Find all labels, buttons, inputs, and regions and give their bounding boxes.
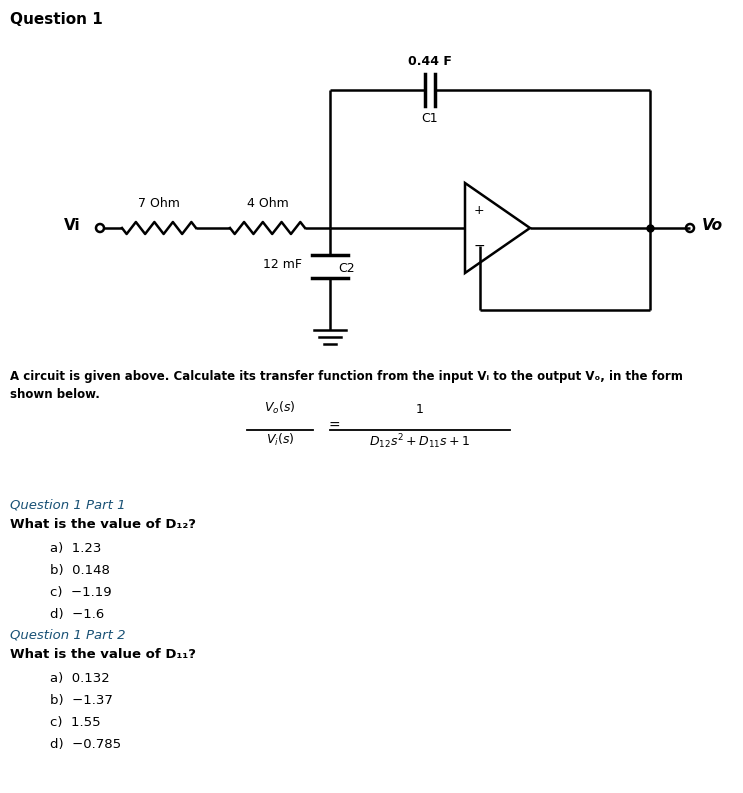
Text: a)  0.132: a) 0.132 bbox=[50, 672, 110, 685]
Text: 7 Ohm: 7 Ohm bbox=[138, 197, 180, 210]
Text: C1: C1 bbox=[422, 112, 438, 125]
Text: −: − bbox=[473, 239, 485, 253]
Text: b)  0.148: b) 0.148 bbox=[50, 564, 110, 577]
Text: Question 1: Question 1 bbox=[10, 12, 103, 27]
Text: c)  1.55: c) 1.55 bbox=[50, 716, 100, 729]
Text: What is the value of D₁₂?: What is the value of D₁₂? bbox=[10, 518, 196, 531]
Text: $D_{12}s^2 + D_{11}s + 1$: $D_{12}s^2 + D_{11}s + 1$ bbox=[369, 432, 470, 450]
Text: $V_o(s)$: $V_o(s)$ bbox=[265, 400, 296, 416]
Text: +: + bbox=[474, 204, 484, 216]
Text: 4 Ohm: 4 Ohm bbox=[247, 197, 288, 210]
Text: A circuit is given above. Calculate its transfer function from the input Vᵢ to t: A circuit is given above. Calculate its … bbox=[10, 370, 683, 383]
Text: $V_i(s)$: $V_i(s)$ bbox=[266, 432, 294, 448]
Text: Question 1 Part 1: Question 1 Part 1 bbox=[10, 498, 126, 511]
Text: Vo: Vo bbox=[701, 219, 722, 233]
Text: c)  −1.19: c) −1.19 bbox=[50, 586, 111, 599]
Text: What is the value of D₁₁?: What is the value of D₁₁? bbox=[10, 648, 196, 661]
Text: 1: 1 bbox=[416, 403, 424, 416]
Text: b)  −1.37: b) −1.37 bbox=[50, 694, 113, 707]
Text: Question 1 Part 2: Question 1 Part 2 bbox=[10, 628, 126, 641]
Text: Vi: Vi bbox=[64, 219, 80, 233]
Text: C2: C2 bbox=[338, 262, 354, 275]
Text: d)  −1.6: d) −1.6 bbox=[50, 608, 104, 621]
Text: 0.44 F: 0.44 F bbox=[408, 55, 452, 68]
Text: a)  1.23: a) 1.23 bbox=[50, 542, 101, 555]
Text: d)  −0.785: d) −0.785 bbox=[50, 738, 121, 751]
Text: =: = bbox=[328, 419, 340, 433]
Text: shown below.: shown below. bbox=[10, 388, 100, 401]
Text: 12 mF: 12 mF bbox=[263, 258, 302, 271]
